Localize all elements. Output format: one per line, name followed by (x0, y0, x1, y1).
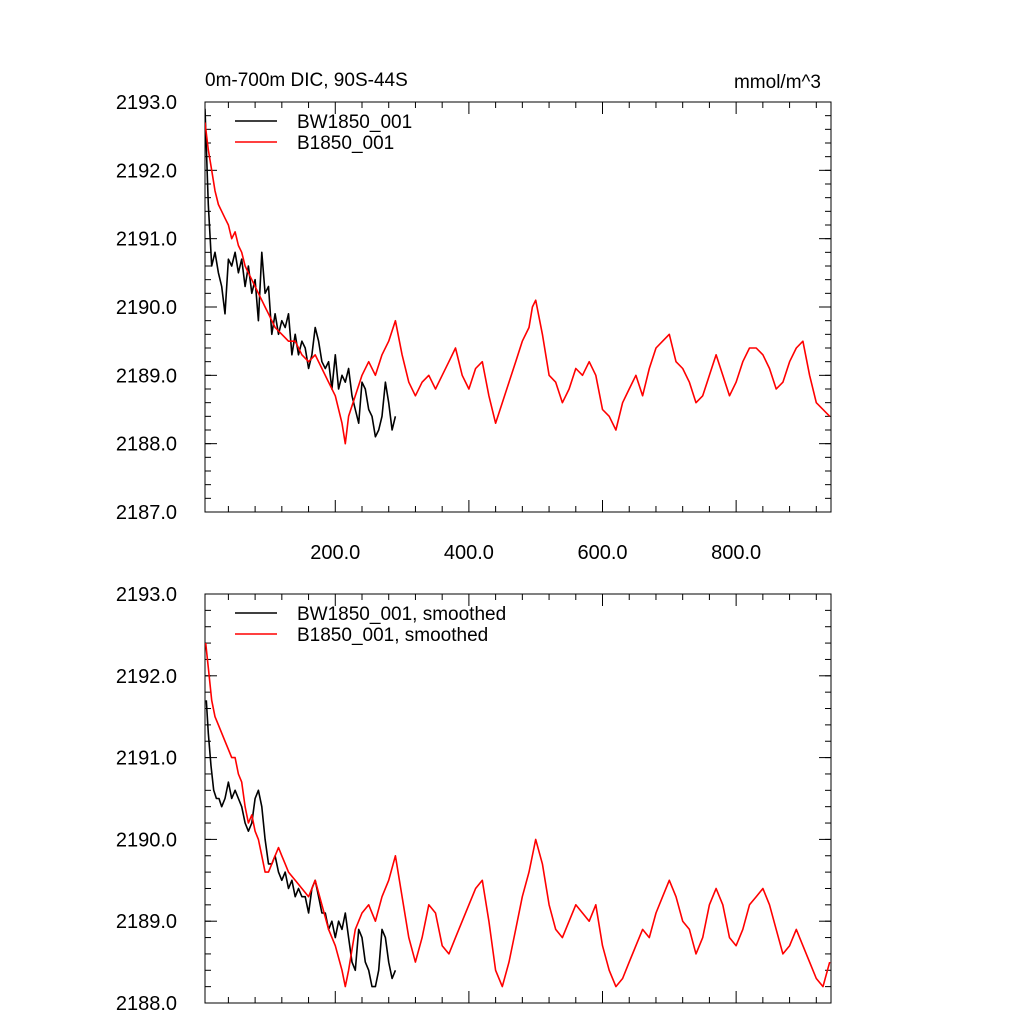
x-tick-label: 400.0 (444, 542, 494, 564)
legend-label: BW1850_001 (297, 112, 412, 133)
y-tick-label: 2187.0 (116, 502, 177, 524)
y-tick-label: 2192.0 (116, 666, 177, 688)
y-tick-label: 2188.0 (116, 993, 177, 1015)
y-tick-label: 2191.0 (116, 229, 177, 251)
legend-label: B1850_001, smoothed (297, 625, 488, 646)
plot-frame (204, 593, 832, 1004)
x-tick-label: 800.0 (711, 542, 761, 564)
units-label: mmol/m^3 (734, 72, 821, 93)
series-line-black (205, 108, 397, 438)
series-line-red (205, 643, 831, 988)
y-tick-label: 2189.0 (116, 365, 177, 387)
bottom-panel: 2188.0 2189.0 2190.0 2191.0 2192.0 2193.0 BW18… (116, 584, 832, 1015)
x-tick-label: 600.0 (577, 542, 627, 564)
top-panel: 2187.0 2188.0 2189.0 2190.0 2191.0 2192.0 2193… (116, 70, 832, 564)
series-line-red (205, 122, 831, 445)
y-tick-label: 2189.0 (116, 911, 177, 933)
y-tick-label: 2190.0 (116, 829, 177, 851)
x-tick-label: 200.0 (310, 542, 360, 564)
y-tick-label: 2191.0 (116, 748, 177, 770)
plot-frame (204, 101, 832, 513)
chart-title: 0m-700m DIC, 90S-44S (205, 70, 408, 91)
y-tick-label: 2190.0 (116, 297, 177, 319)
y-tick-label: 2193.0 (116, 92, 177, 114)
series-line-black (205, 700, 397, 988)
legend-label: BW1850_001, smoothed (297, 604, 506, 625)
y-tick-label: 2188.0 (116, 434, 177, 456)
y-tick-label: 2193.0 (116, 584, 177, 606)
y-tick-label: 2192.0 (116, 160, 177, 182)
legend-label: B1850_001 (297, 133, 394, 154)
